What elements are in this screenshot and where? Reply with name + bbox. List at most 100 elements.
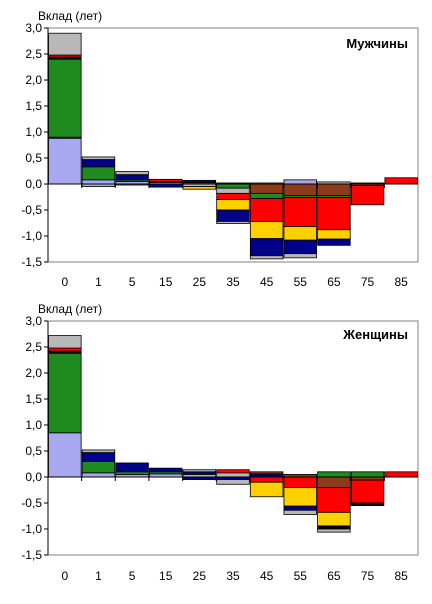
bar-segment-45-1 — [249, 183, 284, 194]
y-axis-label: Вклад (лет) — [38, 302, 102, 316]
y-tick-label: 0,0 — [25, 177, 42, 191]
bar-segment-75-2 — [350, 185, 385, 206]
y-tick-label: 2,0 — [25, 366, 42, 380]
y-tick-label: 1,0 — [25, 418, 42, 432]
x-tick-label: 0 — [61, 275, 68, 289]
bar-segment-65-1 — [317, 476, 351, 488]
bar-segment-1-0 — [81, 472, 116, 478]
y-axis-label: Вклад (лет) — [38, 9, 102, 23]
y-tick-label: 2,5 — [25, 340, 42, 354]
bar-segment-55-6 — [283, 253, 317, 259]
y-tick-label: 2,5 — [25, 47, 42, 61]
bar-segment-45-2 — [249, 192, 284, 199]
bar-segment-45-2 — [249, 476, 284, 483]
bar-segment-0-0 — [48, 137, 82, 185]
y-tick-label: 1,5 — [25, 392, 42, 406]
x-tick-label: 75 — [361, 569, 375, 583]
bar-segment-0-5 — [48, 32, 82, 56]
x-tick-label: 85 — [395, 569, 409, 583]
y-tick-label: 0,0 — [25, 470, 42, 484]
x-tick-label: 35 — [226, 275, 240, 289]
y-tick-label: 1,5 — [25, 99, 42, 113]
x-tick-label: 15 — [159, 275, 173, 289]
bar-segment-45-1 — [249, 471, 284, 475]
y-tick-label: -0,5 — [21, 496, 42, 510]
y-tick-label: 3,0 — [25, 21, 42, 35]
x-tick-label: 65 — [327, 275, 341, 289]
bar-segment-55-3 — [283, 505, 317, 511]
bar-segment-55-5 — [283, 239, 317, 255]
x-tick-label: 25 — [193, 275, 207, 289]
bar-segment-1-3 — [81, 449, 116, 453]
bar-segment-35-1 — [216, 469, 250, 474]
x-tick-label: 55 — [294, 569, 308, 583]
bar-segment-1-2 — [81, 452, 116, 462]
bar-segment-0-0 — [48, 432, 82, 478]
y-tick-label: -1,0 — [21, 522, 42, 536]
bar-segment-65-0 — [317, 471, 351, 478]
bar-segment-55-4 — [283, 226, 317, 241]
bar-segment-65-4 — [317, 229, 351, 240]
y-tick-label: 0,5 — [25, 151, 42, 165]
bar-segment-5-2 — [115, 174, 149, 181]
x-tick-label: 85 — [395, 275, 409, 289]
bar-segment-85-0 — [384, 177, 418, 185]
bar-segment-85-0 — [384, 471, 418, 478]
bar-segment-75-2 — [350, 479, 385, 504]
y-tick-label: 3,0 — [25, 314, 42, 328]
bar-segment-75-0 — [350, 471, 385, 478]
x-tick-label: 5 — [129, 569, 136, 583]
x-tick-label: 45 — [260, 275, 274, 289]
bar-segment-35-5 — [216, 209, 250, 222]
bar-segment-75-3 — [350, 502, 385, 506]
bar-segment-1-2 — [81, 159, 116, 168]
bar-segment-65-3 — [317, 197, 351, 231]
bar-segment-55-3 — [283, 197, 317, 228]
x-tick-label: 25 — [193, 569, 207, 583]
bar-segment-1-0 — [81, 179, 116, 185]
x-tick-label: 5 — [129, 275, 136, 289]
bar-segment-25-1 — [182, 179, 217, 183]
y-tick-label: 2,0 — [25, 73, 42, 87]
x-tick-label: 75 — [361, 275, 375, 289]
bar-segment-25-2 — [182, 469, 217, 473]
bar-segment-55-0 — [283, 179, 317, 185]
bar-segment-45-4 — [249, 221, 284, 240]
bar-segment-0-2 — [48, 58, 82, 138]
bar-segment-65-5 — [317, 238, 351, 246]
plot-area — [47, 320, 419, 556]
bar-segment-55-1 — [283, 183, 317, 196]
bar-segment-1-1 — [81, 460, 116, 474]
bar-segment-35-4 — [216, 199, 250, 211]
y-tick-label: -1,5 — [21, 255, 42, 269]
x-tick-label: 0 — [61, 569, 68, 583]
bar-segment-45-3 — [249, 198, 284, 222]
bar-segment-65-2 — [317, 486, 351, 513]
bar-segment-25-3 — [182, 186, 217, 190]
bar-segment-35-2 — [216, 187, 250, 194]
x-tick-label: 65 — [327, 569, 341, 583]
bar-segment-55-4 — [283, 509, 317, 515]
x-tick-label: 45 — [260, 569, 274, 583]
bar-segment-15-2 — [149, 467, 183, 473]
bar-segment-65-1 — [317, 183, 351, 196]
x-tick-label: 35 — [226, 569, 240, 583]
bar-segment-65-4 — [317, 525, 351, 530]
bar-segment-65-5 — [317, 528, 351, 533]
y-tick-label: 1,0 — [25, 125, 42, 139]
bar-segment-35-3 — [216, 479, 250, 485]
bar-segment-35-0 — [216, 472, 250, 478]
bar-segment-5-3 — [115, 171, 149, 176]
y-tick-label: -0,5 — [21, 203, 42, 217]
bar-segment-0-1 — [48, 352, 82, 434]
bar-segment-45-6 — [249, 255, 284, 260]
bar-segment-0-3 — [48, 347, 82, 352]
bar-segment-35-6 — [216, 221, 250, 224]
bar-segment-1-3 — [81, 156, 116, 160]
x-tick-label: 55 — [294, 275, 308, 289]
bar-segment-35-1 — [216, 183, 250, 189]
y-tick-label: 0,5 — [25, 444, 42, 458]
